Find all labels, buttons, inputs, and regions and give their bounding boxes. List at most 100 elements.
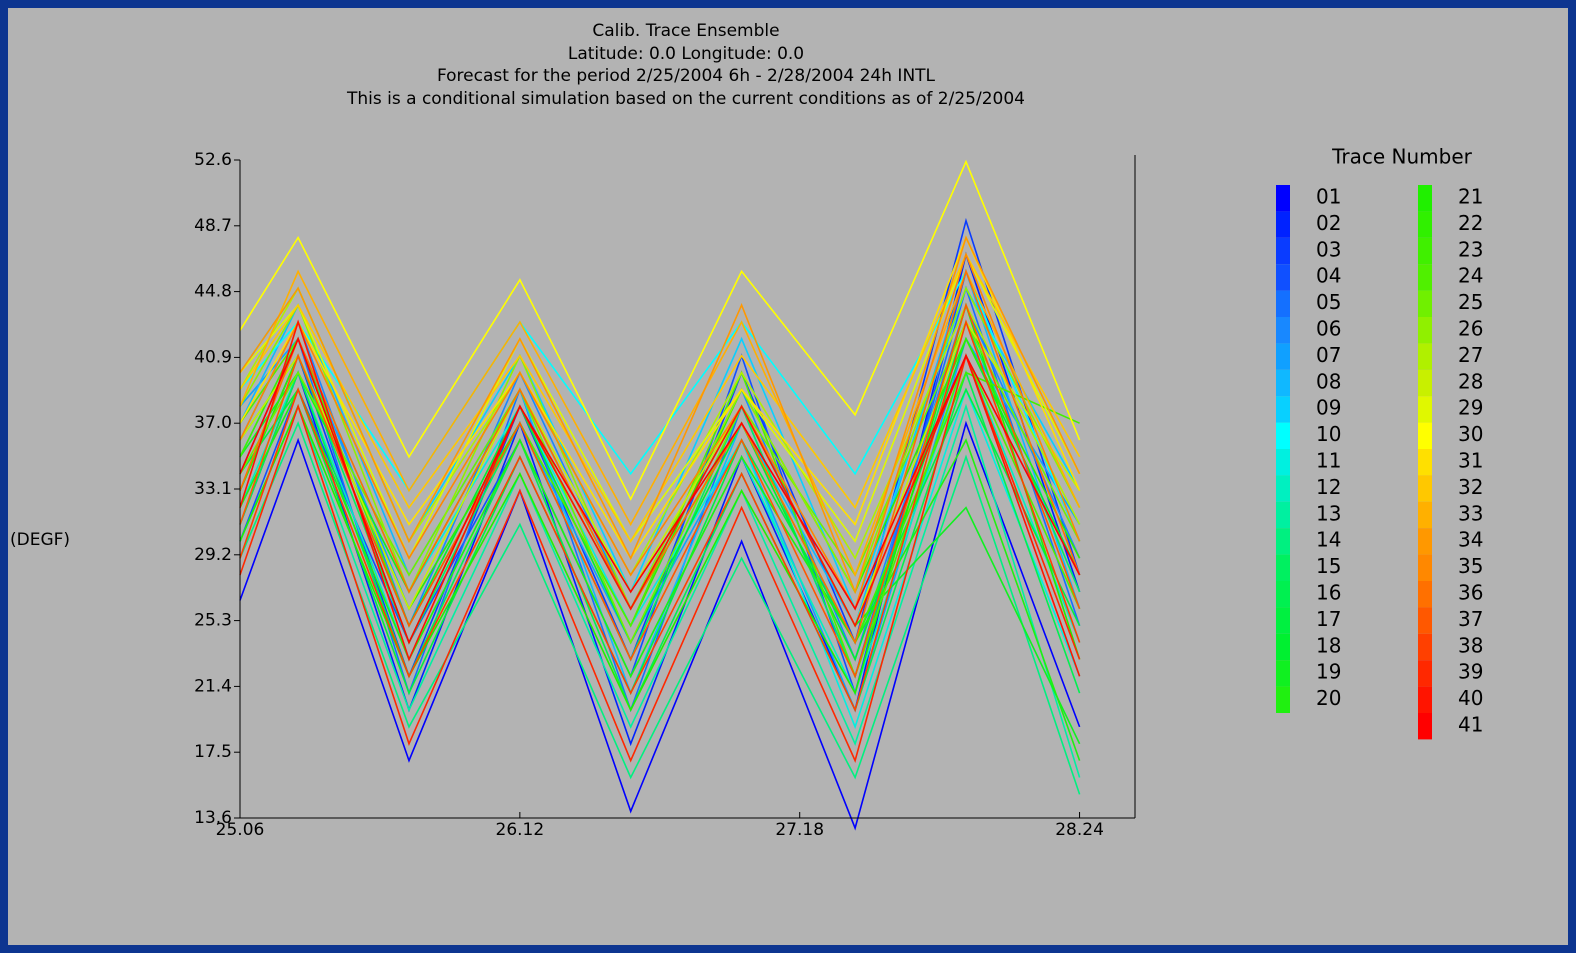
y-tick-label: 29.2 bbox=[194, 545, 232, 565]
legend-swatch bbox=[1276, 290, 1290, 317]
legend-swatch bbox=[1418, 581, 1432, 608]
legend-label: 37 bbox=[1458, 607, 1483, 631]
title-line: Calib. Trace Ensemble bbox=[592, 21, 779, 41]
legend-swatch bbox=[1276, 501, 1290, 529]
trace-line bbox=[239, 353, 1081, 763]
y-tick-label: 25.3 bbox=[194, 611, 232, 631]
legend-swatch bbox=[1276, 607, 1290, 634]
legend-label: 41 bbox=[1458, 713, 1483, 737]
trace-line bbox=[239, 235, 1081, 595]
legend-swatch bbox=[1418, 237, 1432, 265]
legend-swatch bbox=[1276, 528, 1290, 555]
legend-label: 26 bbox=[1458, 317, 1483, 341]
y-tick-label: 44.8 bbox=[194, 282, 232, 302]
trace-line bbox=[239, 403, 1081, 778]
legend-swatch bbox=[1418, 290, 1432, 317]
y-tick-label: 48.7 bbox=[194, 216, 232, 236]
y-tick-label: 17.5 bbox=[194, 742, 232, 762]
legend-label: 15 bbox=[1316, 554, 1341, 578]
legend-swatch bbox=[1418, 264, 1432, 291]
legend-swatch bbox=[1418, 211, 1432, 238]
legend-swatch bbox=[1276, 343, 1290, 370]
legend-swatch bbox=[1276, 633, 1290, 661]
x-tick-label: 25.06 bbox=[216, 820, 265, 840]
legend-label: 09 bbox=[1316, 396, 1341, 420]
legend-label: 16 bbox=[1316, 581, 1341, 605]
y-axis-label: (DEGF) bbox=[10, 530, 70, 550]
legend-swatch bbox=[1276, 581, 1290, 608]
legend-label: 02 bbox=[1316, 211, 1341, 235]
legend-swatch bbox=[1418, 475, 1432, 502]
x-tick-label: 26.12 bbox=[496, 820, 545, 840]
title-line: Forecast for the period 2/25/2004 6h - 2… bbox=[437, 66, 936, 86]
trace-line bbox=[239, 319, 1081, 713]
legend-swatch bbox=[1276, 264, 1290, 291]
legend-swatch bbox=[1276, 449, 1290, 476]
legend-swatch bbox=[1276, 686, 1290, 713]
legend-swatch bbox=[1276, 211, 1290, 238]
legend-title: Trace Number bbox=[1331, 145, 1473, 169]
legend-label: 39 bbox=[1458, 660, 1483, 684]
trace-line bbox=[239, 387, 1081, 761]
legend-swatch bbox=[1418, 713, 1432, 740]
legend-label: 28 bbox=[1458, 369, 1483, 393]
trace-line bbox=[239, 336, 1081, 645]
legend-label: 14 bbox=[1316, 528, 1341, 552]
legend-swatch bbox=[1418, 369, 1432, 397]
legend-swatch bbox=[1276, 369, 1290, 397]
legend-label: 24 bbox=[1458, 264, 1483, 288]
legend-label: 22 bbox=[1458, 211, 1483, 235]
legend-swatch bbox=[1276, 660, 1290, 687]
legend-swatch bbox=[1418, 528, 1432, 555]
legend-label: 17 bbox=[1316, 607, 1341, 631]
legend-swatch bbox=[1418, 633, 1432, 661]
title-line: This is a conditional simulation based o… bbox=[346, 89, 1025, 109]
legend-label: 25 bbox=[1458, 290, 1483, 314]
y-tick-label: 33.1 bbox=[194, 479, 232, 499]
legend-swatch bbox=[1418, 449, 1432, 476]
y-tick-label: 21.4 bbox=[194, 676, 232, 696]
legend-label: 40 bbox=[1458, 686, 1483, 710]
trace-line bbox=[239, 319, 1081, 677]
legend-swatch bbox=[1276, 237, 1290, 265]
legend-swatch bbox=[1418, 317, 1432, 344]
y-tick-label: 52.6 bbox=[194, 150, 232, 170]
legend-label: 01 bbox=[1316, 185, 1341, 209]
trace-line bbox=[239, 252, 1081, 611]
legend-swatch bbox=[1276, 396, 1290, 423]
x-tick-label: 27.18 bbox=[775, 820, 824, 840]
legend-label: 27 bbox=[1458, 343, 1483, 367]
legend-label: 10 bbox=[1316, 422, 1341, 446]
legend-label: 11 bbox=[1316, 449, 1341, 473]
legend-swatch bbox=[1418, 343, 1432, 370]
legend-label: 18 bbox=[1316, 633, 1341, 657]
legend-label: 35 bbox=[1458, 554, 1483, 578]
trace-line bbox=[239, 302, 1081, 679]
legend-label: 08 bbox=[1316, 369, 1341, 393]
legend-swatch bbox=[1276, 317, 1290, 344]
legend-label: 30 bbox=[1458, 422, 1483, 446]
trace-line bbox=[239, 421, 1081, 795]
trace-line bbox=[239, 420, 1081, 831]
legend-label: 05 bbox=[1316, 290, 1341, 314]
legend-label: 36 bbox=[1458, 581, 1483, 605]
legend-swatch bbox=[1276, 475, 1290, 502]
legend-swatch bbox=[1418, 185, 1432, 212]
legend-swatch bbox=[1418, 607, 1432, 634]
title-line: Latitude: 0.0 Longitude: 0.0 bbox=[568, 44, 804, 64]
legend-swatch bbox=[1276, 554, 1290, 581]
legend-label: 07 bbox=[1316, 343, 1341, 367]
legend-label: 06 bbox=[1316, 317, 1341, 341]
legend-swatch bbox=[1418, 501, 1432, 529]
legend-swatch bbox=[1418, 660, 1432, 687]
legend-swatch bbox=[1418, 422, 1432, 449]
legend-label: 20 bbox=[1316, 686, 1341, 710]
legend-label: 12 bbox=[1316, 475, 1341, 499]
x-tick-label: 28.24 bbox=[1055, 820, 1104, 840]
legend-label: 34 bbox=[1458, 528, 1483, 552]
legend-label: 33 bbox=[1458, 501, 1483, 525]
legend-label: 19 bbox=[1316, 660, 1341, 684]
legend-label: 13 bbox=[1316, 501, 1341, 525]
y-tick-label: 37.0 bbox=[194, 413, 232, 433]
